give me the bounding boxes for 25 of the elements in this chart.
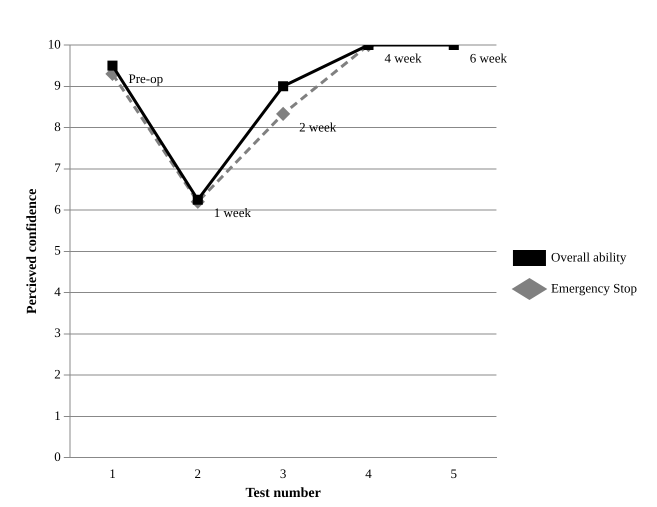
y-tick-label: 2 <box>54 366 61 382</box>
y-tick-label: 1 <box>54 408 61 423</box>
annotation: Pre-op <box>128 71 164 86</box>
y-tick-label: 0 <box>54 449 61 464</box>
y-tick-label: 4 <box>54 284 62 299</box>
y-tick-label: 6 <box>54 201 62 216</box>
y-tick-label: 7 <box>54 160 62 176</box>
y-tick-label: 10 <box>48 36 61 52</box>
annotation: 2 week <box>299 119 337 134</box>
y-tick-label: 3 <box>54 325 61 340</box>
annotation: 1 week <box>214 205 252 220</box>
x-axis-title: Test number <box>245 486 321 502</box>
legend-label: Overall ability <box>550 249 627 264</box>
y-axis-title: Percieved confidence <box>25 188 40 314</box>
x-tick-label: 2 <box>194 466 202 481</box>
x-tick-label: 1 <box>109 466 116 481</box>
x-tick-label: 5 <box>450 466 458 481</box>
annotation: 6 week <box>470 50 508 66</box>
y-tick-label: 8 <box>54 118 61 134</box>
y-tick-label: 5 <box>54 242 61 258</box>
x-tick-label: 4 <box>365 466 372 481</box>
annotation: 4 week <box>384 50 422 66</box>
x-tick-label: 3 <box>280 466 286 481</box>
y-tick-label: 9 <box>54 78 61 93</box>
legend-label: Emergency Stop <box>550 280 638 296</box>
